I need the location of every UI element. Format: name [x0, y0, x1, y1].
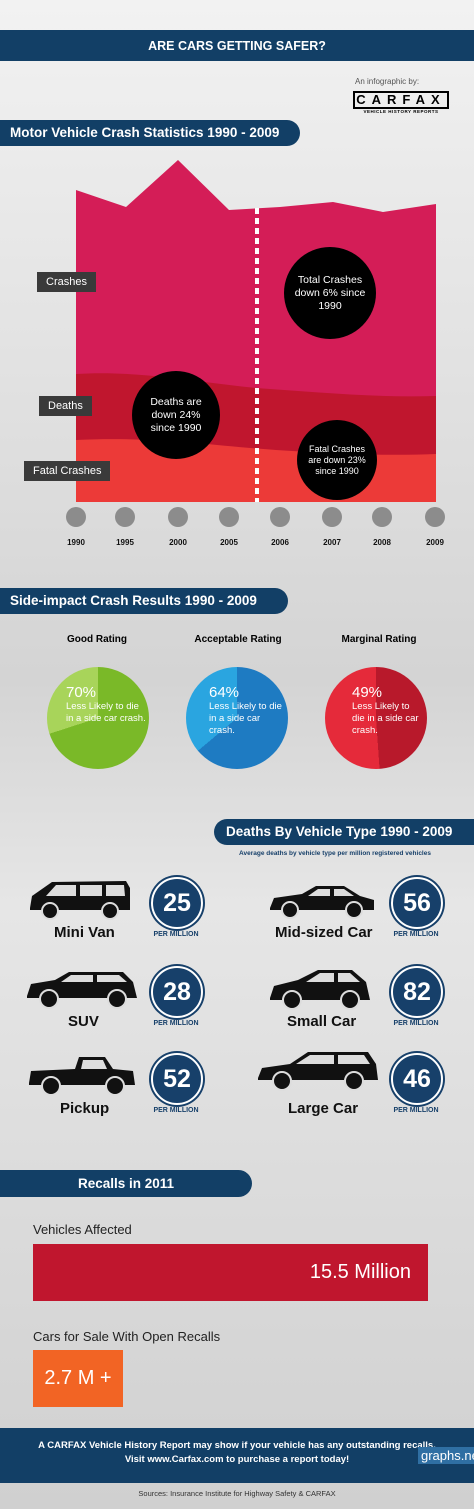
pickup-icon [29, 1057, 135, 1096]
acceptable-rating-text: 64% Less Likely to die in a side car cra… [209, 684, 283, 737]
deaths-bubble-text: Deaths are down 24% since 1990 [150, 395, 202, 434]
deaths-subheading: Average deaths by vehicle type per milli… [239, 850, 431, 857]
footer-line2[interactable]: Visit www.Carfax.com to purchase a repor… [124, 1454, 350, 1465]
small-car-value: 82 [391, 966, 443, 1018]
suv-per: PER MILLION [153, 1020, 199, 1027]
small-car-icon [270, 970, 370, 1010]
minivan-per: PER MILLION [153, 931, 199, 938]
year-label: 2006 [271, 538, 289, 547]
crash-heading: Motor Vehicle Crash Statistics 1990 - 20… [0, 120, 300, 146]
forsale-box: 2.7 M + [33, 1350, 123, 1407]
large-car-name: Large Car [288, 1100, 359, 1117]
large-car-value: 46 [391, 1053, 443, 1105]
minivan-name: Mini Van [54, 924, 115, 941]
recalls-heading-text: Recalls in 2011 [77, 1176, 175, 1191]
footer-banner: A CARFAX Vehicle History Report may show… [0, 1428, 474, 1483]
suv-icon [27, 972, 137, 1009]
minivan-value: 25 [151, 877, 203, 929]
vehicles-affected-label: Vehicles Affected [33, 1222, 132, 1237]
minivan-icon [30, 881, 130, 920]
carfax-logo: CARFAX VEHICLE HISTORY REPORTS [353, 91, 449, 114]
midsize-car-name: Mid-sized Car [275, 924, 373, 941]
year-dot [270, 507, 290, 527]
year-dot [425, 507, 445, 527]
acceptable-rating-pct: 64% [209, 684, 240, 701]
logo-sub: VEHICLE HISTORY REPORTS [363, 109, 439, 114]
small-car-per: PER MILLION [393, 1020, 439, 1027]
year-label: 2008 [373, 538, 391, 547]
good-rating-desc: Less Likely to die in a side car crash. [66, 701, 146, 724]
crash-area-chart [76, 160, 436, 502]
sources: Sources: Insurance Institute for Highway… [138, 1489, 336, 1498]
pickup-value: 52 [151, 1053, 203, 1105]
total-crashes-text: Total Crashes down 6% since 1990 [294, 273, 366, 312]
crashes-label: Crashes [37, 272, 96, 292]
pickup-per: PER MILLION [153, 1107, 199, 1114]
deaths-heading: Deaths By Vehicle Type 1990 - 2009 [214, 819, 474, 845]
year-dot [115, 507, 135, 527]
year-label: 1990 [67, 538, 85, 547]
marginal-rating-pct: 49% [352, 684, 383, 701]
total-crashes-bubble: Total Crashes down 6% since 1990 [284, 247, 376, 339]
vehicles-affected-value: 15.5 Million [309, 1261, 411, 1283]
fatal-bubble: Fatal Crashes are down 23% since 1990 [297, 420, 377, 500]
year-dot [372, 507, 392, 527]
marginal-rating-desc: Less Likely to die in a side car crash. [352, 701, 419, 736]
year-dot [219, 507, 239, 527]
suv-name: SUV [68, 1013, 99, 1030]
footer-line1: A CARFAX Vehicle History Report may show… [38, 1440, 436, 1451]
year-dot [168, 507, 188, 527]
pickup-name: Pickup [60, 1100, 110, 1117]
acceptable-rating-pie [186, 667, 288, 769]
watermark[interactable]: graphs.net [418, 1447, 474, 1464]
small-car-name: Small Car [287, 1013, 357, 1030]
vehicles-affected-bar: 15.5 Million [33, 1244, 428, 1301]
year-dot [322, 507, 342, 527]
suv-value: 28 [151, 966, 203, 1018]
year-label: 2007 [323, 538, 341, 547]
acceptable-rating-title: Acceptable Rating [194, 634, 282, 645]
large-car-per: PER MILLION [393, 1107, 439, 1114]
title-banner: ARE CARS GETTING SAFER? [0, 30, 474, 61]
marginal-rating-pie [325, 667, 427, 769]
midsize-car-value: 56 [391, 877, 443, 929]
year-label: 2000 [169, 538, 187, 547]
year-dot [66, 507, 86, 527]
good-rating-title: Good Rating [67, 634, 127, 645]
midsize-car-icon [270, 886, 374, 919]
marginal-rating-text: 49% Less Likely to die in a side car cra… [352, 684, 424, 737]
page-title: ARE CARS GETTING SAFER? [148, 38, 326, 53]
forsale-label: Cars for Sale With Open Recalls [33, 1329, 221, 1344]
midsize-car-per: PER MILLION [393, 931, 439, 938]
good-rating-pie [47, 667, 149, 769]
fatal-label: Fatal Crashes [24, 461, 111, 481]
good-rating-pct: 70% [66, 684, 97, 701]
deaths-bubble: Deaths are down 24% since 1990 [132, 371, 220, 459]
marginal-rating-title: Marginal Rating [341, 634, 417, 645]
side-heading: Side-impact Crash Results 1990 - 2009 [0, 588, 288, 614]
recalls-heading: Recalls in 2011 [0, 1170, 252, 1197]
deaths-label: Deaths [39, 396, 92, 416]
year-label: 2009 [426, 538, 444, 547]
fatal-bubble-text: Fatal Crashes are down 23% since 1990 [308, 443, 366, 476]
year-label: 1995 [116, 538, 134, 547]
year-label: 2005 [220, 538, 238, 547]
byline: An infographic by: [355, 77, 420, 86]
good-rating-text: 70% Less Likely to die in a side car cra… [66, 684, 146, 725]
acceptable-rating-desc: Less Likely to die in a side car crash. [209, 701, 282, 736]
forsale-value: 2.7 M + [44, 1367, 112, 1389]
logo-text: CARFAX [353, 91, 449, 109]
large-car-icon [258, 1052, 378, 1091]
